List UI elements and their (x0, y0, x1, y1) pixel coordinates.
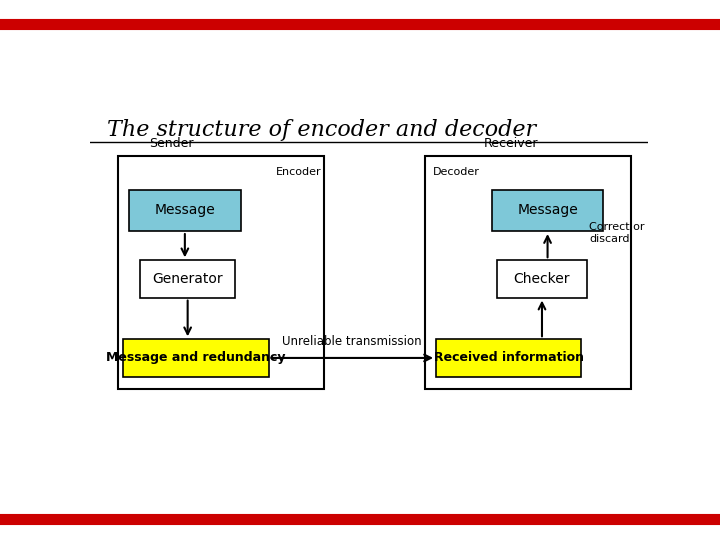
FancyBboxPatch shape (124, 339, 269, 377)
Text: Generator: Generator (153, 272, 223, 286)
Text: Received information: Received information (433, 352, 583, 365)
Text: Decoder: Decoder (433, 167, 480, 177)
FancyBboxPatch shape (436, 339, 581, 377)
Text: Checker: Checker (514, 272, 570, 286)
Text: The structure of encoder and decoder: The structure of encoder and decoder (107, 119, 536, 141)
FancyBboxPatch shape (425, 156, 631, 389)
FancyBboxPatch shape (118, 156, 324, 389)
FancyBboxPatch shape (492, 190, 603, 231)
Text: Unreliable transmission: Unreliable transmission (282, 335, 422, 348)
Text: Sender: Sender (148, 137, 193, 150)
FancyBboxPatch shape (498, 260, 587, 298)
Text: Encoder: Encoder (276, 167, 322, 177)
FancyBboxPatch shape (140, 260, 235, 298)
Text: Message: Message (155, 204, 215, 217)
Text: Correct or
discard: Correct or discard (590, 222, 645, 244)
Text: Message and redundancy: Message and redundancy (107, 352, 286, 365)
FancyBboxPatch shape (129, 190, 240, 231)
Text: Receiver: Receiver (484, 137, 539, 150)
Text: Message: Message (517, 204, 578, 217)
